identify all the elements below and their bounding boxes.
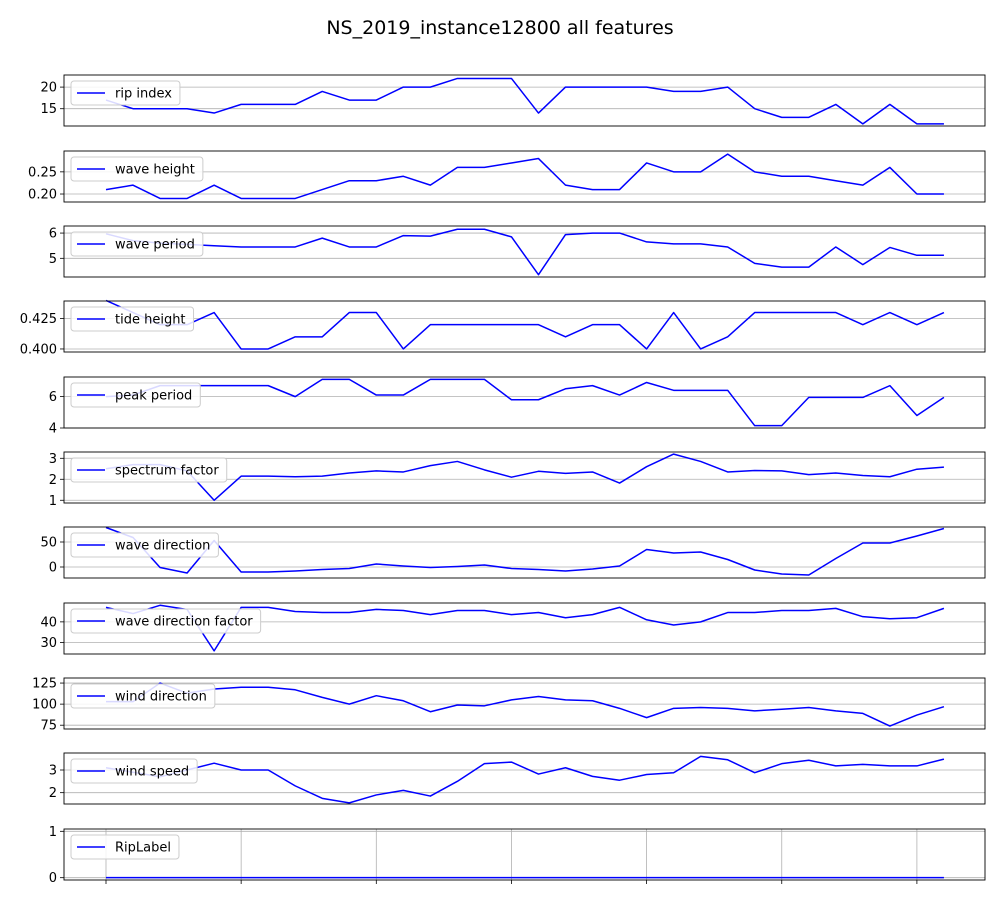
legend-box	[70, 608, 262, 634]
y-tick-label: 20	[40, 81, 57, 96]
legend-label: wave direction factor	[115, 615, 253, 630]
legend-label: tide height	[115, 313, 186, 328]
y-tick-label: 125	[32, 677, 57, 692]
series-line	[105, 604, 945, 652]
legend-label: peak period	[115, 389, 192, 404]
y-tick-label: 100	[32, 698, 57, 713]
subplot-wind-speed: 2 3 wind speed	[49, 752, 986, 805]
legend-label: wave height	[115, 163, 195, 178]
legend-box	[70, 834, 180, 860]
axes-frame	[63, 602, 986, 655]
y-tick-label: 6	[49, 390, 57, 405]
series-line	[105, 378, 945, 427]
y-tick-label: 75	[40, 719, 57, 734]
y-tick-label: 6	[49, 227, 57, 242]
axes-frame	[63, 451, 986, 504]
series-line	[105, 153, 944, 200]
subplot-wave-period: 5 6 wave period	[49, 225, 986, 278]
y-tick-label: 5	[49, 252, 57, 267]
series-line	[105, 299, 945, 350]
subplot-spectrum-factor: 1 2 3 spectrum factor	[49, 451, 986, 509]
y-tick-label: 1	[49, 494, 57, 509]
series-line	[105, 453, 944, 502]
y-tick-label: 0.400	[20, 342, 57, 357]
legend-box	[70, 382, 201, 408]
subplot-peak-period: 4 6 peak period	[49, 376, 986, 437]
legend-label: wind speed	[115, 765, 189, 780]
y-tick-label: 0	[49, 871, 57, 886]
subplot-wave-direction-factor: 30 40 wave direction factor	[40, 602, 986, 655]
axes-frame	[63, 828, 986, 881]
y-tick-label: 50	[40, 536, 57, 551]
series-line	[105, 526, 945, 576]
axes-frame	[63, 677, 986, 730]
legend-label: RipLabel	[115, 841, 171, 856]
legend-box	[70, 457, 228, 483]
axes-frame	[63, 526, 986, 579]
legend-box	[70, 156, 204, 182]
series-line	[105, 77, 944, 125]
y-tick-label: 0.25	[28, 165, 57, 180]
series-line	[105, 755, 945, 804]
subplot-wave-direction: 0 50 wave direction	[40, 526, 986, 579]
axes-frame	[63, 376, 986, 429]
legend-box	[70, 80, 181, 106]
y-tick-label: 3	[49, 764, 57, 779]
series-line	[106, 682, 945, 727]
axes-frame	[63, 300, 986, 353]
axes-frame	[63, 752, 986, 805]
legend-box	[70, 758, 198, 784]
y-tick-label: 1	[49, 825, 57, 840]
legend-label: rip index	[115, 87, 172, 102]
axes-frame	[63, 150, 986, 203]
subplot-riplabel: 0 1 RipLabel	[49, 825, 986, 886]
legend-box	[70, 306, 195, 332]
legend-label: wind direction	[115, 690, 207, 705]
y-tick-label: 0	[49, 561, 57, 576]
figure-title: NS_2019_instance12800 all features	[326, 17, 673, 39]
subplot-wave-height: 0.20 0.25 wave height	[28, 150, 986, 203]
y-tick-label: 15	[40, 102, 57, 117]
y-tick-label: 2	[49, 473, 57, 488]
y-tick-label: 30	[40, 636, 57, 651]
legend-box	[70, 683, 216, 709]
legend-label: wave period	[115, 238, 195, 253]
legend-box	[70, 231, 204, 257]
subplot-rip-index: 15 20 rip index	[40, 74, 986, 127]
legend-label: spectrum factor	[115, 464, 219, 479]
y-tick-label: 3	[49, 452, 57, 467]
subplot-wind-direction: 75 100 125 wind direction	[32, 677, 986, 734]
legend-box	[70, 532, 219, 558]
y-tick-label: 4	[49, 422, 57, 437]
axes-frame	[63, 225, 986, 278]
legend-label: wave direction	[115, 539, 210, 554]
subplot-tide-height: 0.400 0.425 tide height	[20, 299, 986, 357]
y-tick-label: 40	[40, 615, 57, 630]
y-tick-label: 2	[49, 786, 57, 801]
series-line	[105, 228, 944, 276]
y-tick-label: 0.425	[20, 312, 57, 327]
y-tick-label: 0.20	[28, 188, 57, 203]
axes-frame	[63, 74, 986, 127]
